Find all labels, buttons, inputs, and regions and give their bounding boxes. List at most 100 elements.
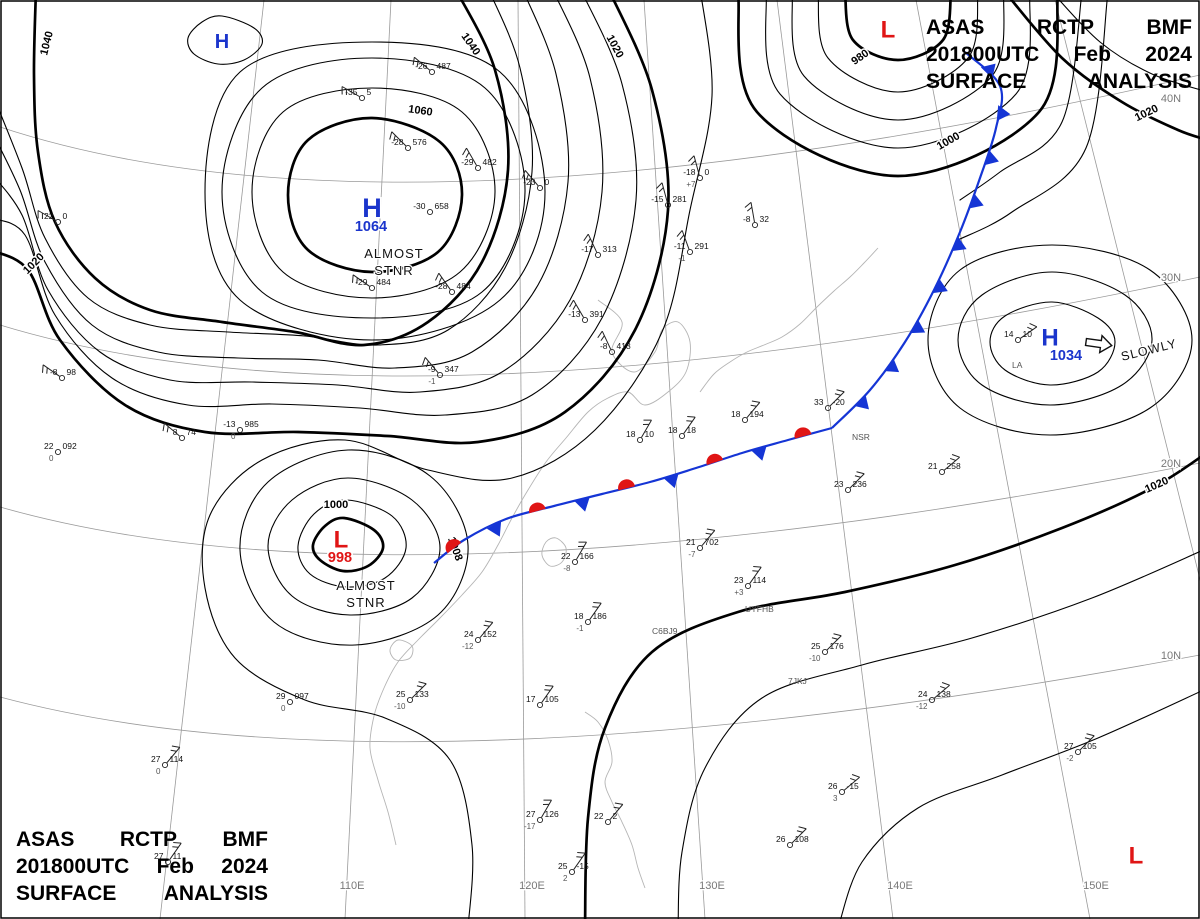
station-pressure: 413 bbox=[617, 341, 631, 351]
station-pressure: 391 bbox=[590, 309, 604, 319]
station-plot: -26 487 bbox=[412, 56, 451, 76]
station-plots: -26487-355-28576-29482-230-30658-29484-2… bbox=[37, 56, 1097, 883]
title-line-datetime: 201800UTC Feb 2024 bbox=[16, 853, 268, 880]
meridian-line bbox=[1054, 0, 1200, 582]
stationary-front-line bbox=[433, 426, 833, 564]
station-pressure: 114 bbox=[170, 754, 184, 764]
station-pressure: 126 bbox=[545, 809, 559, 819]
isobar-line bbox=[0, 0, 570, 369]
station-plot: -30 658 bbox=[413, 201, 449, 216]
station-pressure: 10 bbox=[645, 429, 655, 439]
wind-barb-feather bbox=[753, 566, 762, 568]
parallel-line bbox=[0, 462, 1200, 556]
station-temp: 27 bbox=[151, 754, 161, 764]
isobar-label: 1040 bbox=[38, 30, 56, 57]
wind-barb-feather bbox=[170, 749, 177, 752]
warm-front-symbol bbox=[618, 479, 636, 491]
wind-barb-feather bbox=[851, 774, 860, 778]
station-temp: -26 bbox=[415, 61, 428, 71]
wind-barb bbox=[524, 170, 539, 187]
station-circle bbox=[664, 201, 672, 209]
isobar-line bbox=[817, 0, 979, 93]
wind-barb bbox=[826, 635, 842, 651]
station-circle bbox=[686, 248, 694, 256]
station-plot: 22 0 bbox=[37, 210, 68, 226]
station-circle bbox=[54, 448, 62, 456]
station-plot: -17 313 bbox=[581, 233, 617, 259]
station-circle bbox=[54, 218, 62, 226]
wind-barb bbox=[541, 685, 554, 703]
wind-barb bbox=[479, 622, 494, 639]
wind-barb bbox=[37, 210, 56, 221]
station-circle bbox=[838, 788, 846, 796]
title-word: ASAS bbox=[926, 16, 985, 39]
station-plot: 27 114 0 bbox=[151, 745, 184, 776]
wind-barb-feather bbox=[600, 335, 605, 341]
station-pressure: 108 bbox=[795, 834, 809, 844]
station-plot: 24 138 -12 bbox=[916, 682, 951, 711]
longitude-label: 140E bbox=[887, 880, 913, 892]
station-plot: -355 bbox=[341, 86, 372, 102]
station-pressure: 114 bbox=[753, 575, 767, 585]
station-pressure: -15 bbox=[577, 861, 590, 871]
station-plot: 33 -20 bbox=[814, 389, 845, 412]
wind-barb-feather bbox=[352, 274, 354, 283]
station-temp: 22 bbox=[44, 211, 54, 221]
wind-barb-feather bbox=[798, 826, 807, 830]
wind-barb-feather bbox=[746, 206, 753, 212]
wind-barb bbox=[391, 131, 407, 147]
station-temp: -29 bbox=[461, 157, 474, 167]
longitude-label: 120E bbox=[519, 880, 545, 892]
wind-barb-feather bbox=[939, 685, 946, 689]
station-circle bbox=[164, 858, 172, 866]
pressure-value: 1034 bbox=[1050, 348, 1082, 364]
movement-note: ALMOST bbox=[364, 246, 423, 261]
station-temp: 27 bbox=[1064, 741, 1074, 751]
title-line-type: SURFACE ANALYSIS bbox=[16, 880, 268, 907]
wind-barb bbox=[576, 541, 587, 560]
isobar-line bbox=[187, 15, 263, 65]
chart-title-bottom-left: ASAS RCTP BMF 201800UTC Feb 2024 SURFACE… bbox=[16, 826, 268, 907]
isobar-line bbox=[221, 57, 526, 319]
coastline bbox=[389, 639, 414, 662]
title-word: RCTP bbox=[1036, 16, 1095, 39]
movement-arrow bbox=[1084, 334, 1113, 354]
station-temp: 26 bbox=[776, 834, 786, 844]
wind-barb bbox=[641, 419, 652, 438]
wind-barb bbox=[341, 86, 360, 97]
wind-barb bbox=[843, 776, 860, 791]
station-plot: -8 32 bbox=[743, 201, 770, 229]
station-pressure: 0 bbox=[545, 177, 550, 187]
station-circle bbox=[358, 94, 366, 102]
station-temp: 18 bbox=[668, 425, 678, 435]
station-temp: -29 bbox=[355, 277, 368, 287]
station-circle bbox=[161, 761, 169, 769]
wind-barb-feather bbox=[1027, 326, 1033, 331]
wind-barb-feather bbox=[836, 389, 845, 393]
pressure-center-high: H bbox=[213, 30, 230, 55]
wind-barb-feather bbox=[1029, 323, 1038, 328]
station-pressure: 32 bbox=[760, 214, 770, 224]
cold-front bbox=[831, 51, 1011, 429]
meridian-line bbox=[643, 0, 706, 919]
title-line-product: ASAS RCTP BMF bbox=[926, 14, 1192, 41]
title-word: BMF bbox=[222, 828, 269, 851]
isobar-line bbox=[957, 271, 1153, 406]
wind-barb-feather bbox=[679, 234, 685, 241]
ship-callsign: LA bbox=[1012, 360, 1023, 370]
meridian-line bbox=[344, 0, 392, 919]
pressure-symbol: L bbox=[334, 527, 349, 554]
coastline bbox=[699, 247, 879, 393]
isobar-line bbox=[286, 116, 464, 274]
wind-barb bbox=[746, 402, 761, 419]
isobar-label: 1020 bbox=[1143, 475, 1170, 496]
station-pressure: 291 bbox=[695, 241, 709, 251]
station-circle bbox=[568, 868, 576, 876]
station-circle bbox=[474, 164, 482, 172]
wind-barb bbox=[943, 456, 960, 471]
station-plot: -8 413 bbox=[597, 330, 631, 356]
title-line-type: SURFACE ANALYSIS bbox=[926, 68, 1192, 95]
wind-barb-feather bbox=[416, 60, 419, 67]
station-temp: -18 bbox=[683, 167, 696, 177]
station-temp: 18 bbox=[626, 429, 636, 439]
